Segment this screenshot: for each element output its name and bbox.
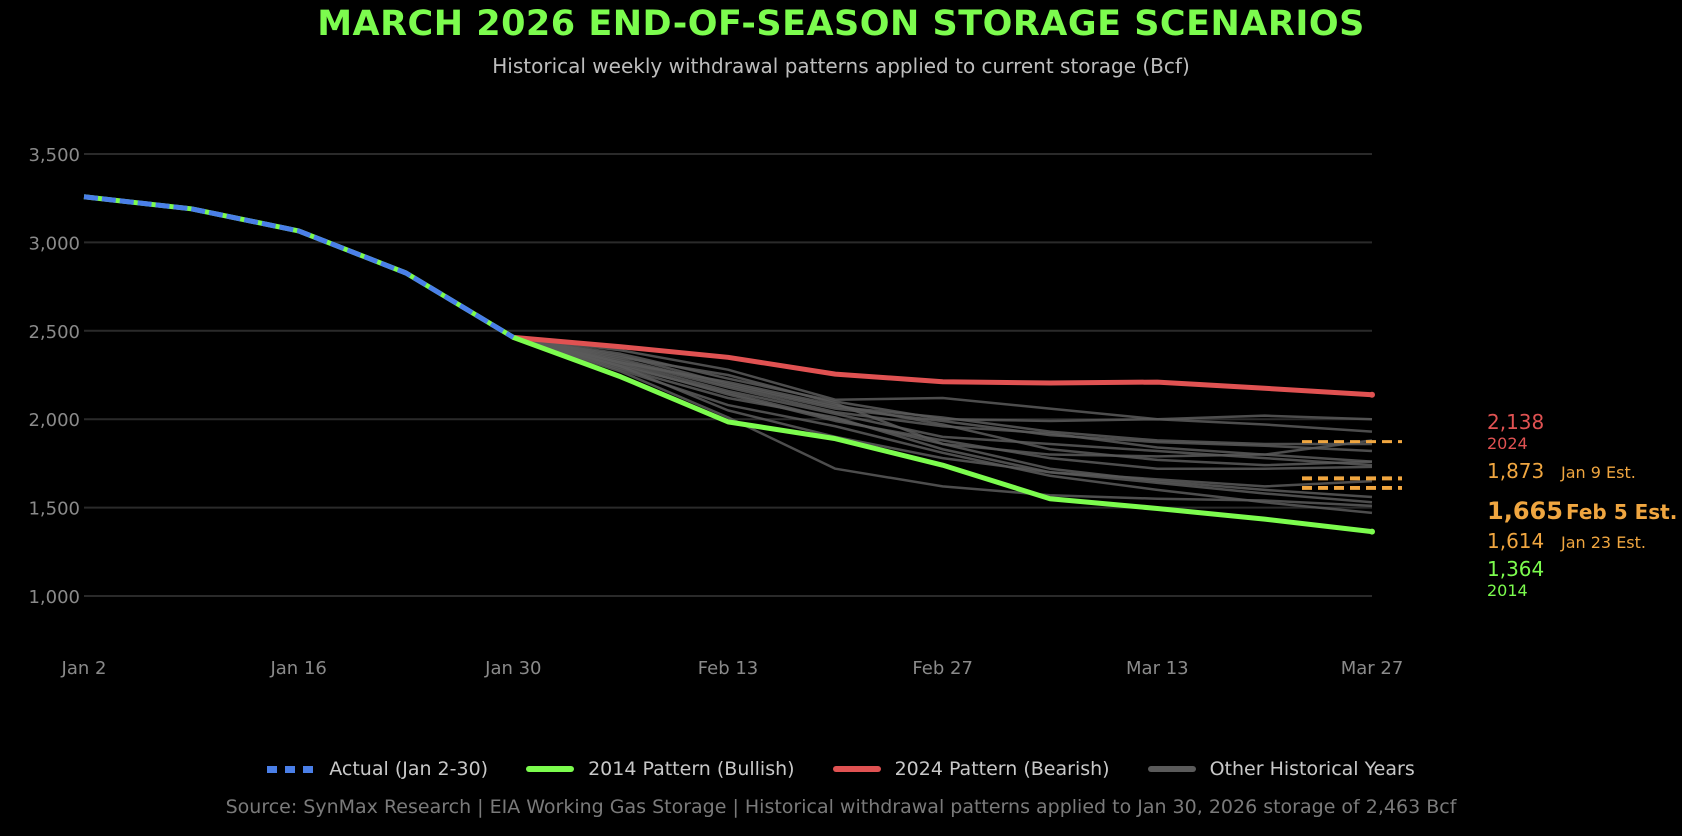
series-line-actual xyxy=(83,194,515,340)
estimate-name-label: Jan 9 Est. xyxy=(1560,463,1636,482)
legend-label: 2024 Pattern (Bearish) xyxy=(894,758,1110,780)
legend-swatch-2024 xyxy=(832,766,881,772)
legend-item-2024[interactable]: 2024 Pattern (Bearish) xyxy=(832,758,1110,780)
series-line-other-year xyxy=(512,336,1373,508)
end-year-label: 2014 xyxy=(1487,581,1528,600)
end-value-label: 2,138 xyxy=(1487,410,1544,434)
series-line-other-year xyxy=(513,336,1373,467)
y-tick-label: 2,500 xyxy=(28,322,80,343)
legend-item-2014[interactable]: 2014 Pattern (Bullish) xyxy=(526,758,795,780)
legend-swatch-other xyxy=(1147,766,1196,772)
legend-label: Other Historical Years xyxy=(1209,758,1415,780)
series-line-actual-underlay xyxy=(83,194,515,340)
series-end-point xyxy=(1369,391,1375,398)
series-line-2014 xyxy=(510,334,1375,535)
source-note: Source: SynMax Research | EIA Working Ga… xyxy=(225,796,1457,818)
legend-label: 2014 Pattern (Bullish) xyxy=(588,758,795,780)
end-year-label: 2024 xyxy=(1487,434,1528,453)
series-line-2024 xyxy=(510,334,1375,398)
x-tick-label: Feb 13 xyxy=(698,658,759,679)
series-line-other-year xyxy=(512,336,1373,504)
legend-swatch-actual xyxy=(267,765,316,773)
series-line-other-year xyxy=(513,336,1373,488)
x-tick-label: Jan 30 xyxy=(484,658,541,679)
y-tick-label: 1,000 xyxy=(28,587,80,608)
x-tick-label: Jan 16 xyxy=(269,658,326,679)
y-tick-label: 1,500 xyxy=(28,499,80,520)
series-line-other-year xyxy=(513,336,1372,446)
x-tick-label: Feb 27 xyxy=(912,658,973,679)
estimate-value-label: 1,665 xyxy=(1487,497,1563,525)
legend-label: Actual (Jan 2-30) xyxy=(329,758,489,780)
estimate-value-label: 1,614 xyxy=(1487,529,1544,553)
series-line-other-year xyxy=(513,336,1373,458)
legend-swatch-2014 xyxy=(526,766,575,772)
chart-title: MARCH 2026 END-OF-SEASON STORAGE SCENARI… xyxy=(317,4,1365,44)
storage-line-chart: 1,000 1,500 2,000 2,500 3,000 3,500 Jan 2 Jan 1… xyxy=(28,145,1677,679)
chart-legend: Actual (Jan 2-30) 2014 Pattern (Bullish)… xyxy=(0,758,1682,780)
estimate-value-label: 1,873 xyxy=(1487,459,1544,483)
estimate-name-label: Jan 23 Est. xyxy=(1560,533,1646,552)
x-tick-label: Jan 2 xyxy=(61,658,107,679)
legend-item-actual[interactable]: Actual (Jan 2-30) xyxy=(267,758,488,780)
chart-subtitle: Historical weekly withdrawal patterns ap… xyxy=(492,54,1190,78)
x-tick-label: Mar 13 xyxy=(1126,658,1189,679)
x-tick-label: Mar 27 xyxy=(1341,658,1404,679)
y-tick-label: 3,000 xyxy=(28,233,80,254)
y-tick-label: 3,500 xyxy=(28,145,80,166)
end-value-label: 1,364 xyxy=(1487,557,1544,581)
y-tick-label: 2,000 xyxy=(28,410,80,431)
legend-item-other[interactable]: Other Historical Years xyxy=(1147,758,1415,780)
estimate-name-label: Feb 5 Est. xyxy=(1566,500,1677,524)
series-end-point xyxy=(1369,528,1375,535)
series-line-other-year xyxy=(513,336,1373,421)
